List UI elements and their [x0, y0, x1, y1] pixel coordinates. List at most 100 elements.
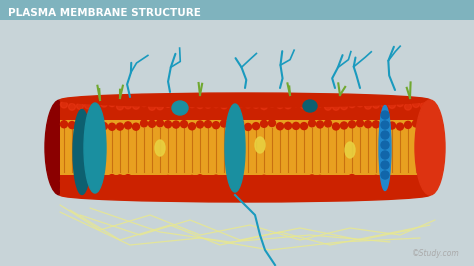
Circle shape	[237, 177, 244, 184]
Ellipse shape	[379, 106, 391, 190]
Circle shape	[340, 103, 347, 110]
Circle shape	[309, 100, 316, 107]
Circle shape	[148, 186, 155, 193]
FancyBboxPatch shape	[60, 175, 430, 195]
Circle shape	[245, 178, 252, 185]
Circle shape	[381, 171, 389, 179]
Circle shape	[181, 100, 188, 107]
Circle shape	[332, 103, 339, 110]
Circle shape	[348, 174, 356, 181]
Circle shape	[373, 121, 380, 128]
Circle shape	[365, 187, 372, 194]
Circle shape	[317, 121, 323, 128]
Circle shape	[84, 102, 91, 109]
Circle shape	[204, 101, 211, 108]
Circle shape	[404, 185, 411, 192]
Circle shape	[228, 178, 236, 185]
Circle shape	[245, 101, 252, 108]
Circle shape	[220, 185, 228, 192]
Circle shape	[117, 103, 124, 110]
Circle shape	[309, 100, 316, 107]
Circle shape	[140, 99, 147, 107]
Circle shape	[301, 102, 308, 109]
Circle shape	[381, 100, 388, 107]
Circle shape	[268, 100, 275, 107]
Circle shape	[173, 100, 180, 107]
Circle shape	[348, 101, 356, 108]
Circle shape	[125, 102, 131, 109]
Circle shape	[381, 151, 389, 159]
Circle shape	[100, 186, 108, 193]
Circle shape	[276, 102, 283, 109]
Ellipse shape	[60, 188, 430, 202]
Circle shape	[164, 100, 172, 107]
Circle shape	[164, 176, 172, 182]
Circle shape	[125, 122, 131, 129]
Circle shape	[197, 121, 203, 128]
Circle shape	[412, 188, 419, 195]
Circle shape	[69, 177, 75, 184]
Circle shape	[61, 177, 67, 185]
Ellipse shape	[415, 100, 445, 195]
Circle shape	[340, 122, 347, 129]
Circle shape	[309, 187, 316, 194]
Circle shape	[340, 103, 347, 110]
Circle shape	[381, 175, 388, 182]
Circle shape	[292, 185, 300, 192]
Circle shape	[228, 100, 236, 107]
Circle shape	[284, 102, 292, 109]
Circle shape	[381, 141, 389, 149]
Circle shape	[261, 175, 267, 182]
Circle shape	[92, 186, 100, 193]
Circle shape	[125, 174, 131, 182]
Circle shape	[284, 102, 292, 109]
Circle shape	[404, 103, 411, 110]
Circle shape	[396, 186, 403, 193]
Circle shape	[189, 188, 195, 196]
Circle shape	[204, 120, 211, 128]
Circle shape	[412, 177, 419, 184]
Circle shape	[404, 176, 411, 183]
Circle shape	[389, 185, 395, 192]
Circle shape	[212, 101, 219, 108]
Circle shape	[125, 187, 131, 194]
Ellipse shape	[45, 100, 75, 195]
Circle shape	[173, 176, 180, 183]
Circle shape	[253, 123, 259, 130]
Circle shape	[381, 100, 388, 107]
Circle shape	[317, 100, 323, 107]
Circle shape	[325, 176, 331, 183]
Circle shape	[69, 188, 75, 196]
FancyBboxPatch shape	[0, 0, 474, 20]
Circle shape	[212, 188, 219, 194]
Circle shape	[389, 176, 395, 183]
Circle shape	[117, 123, 124, 130]
Circle shape	[125, 102, 131, 109]
Circle shape	[356, 100, 364, 107]
Circle shape	[412, 101, 419, 107]
Text: ©Study.com: ©Study.com	[412, 249, 460, 258]
Circle shape	[92, 100, 100, 107]
Circle shape	[117, 103, 124, 110]
Circle shape	[148, 103, 155, 110]
Circle shape	[325, 103, 331, 110]
Circle shape	[197, 102, 203, 109]
Circle shape	[332, 103, 339, 110]
Circle shape	[100, 100, 108, 107]
Circle shape	[109, 174, 116, 182]
Circle shape	[356, 100, 364, 107]
Circle shape	[61, 121, 67, 128]
Circle shape	[332, 178, 339, 185]
Circle shape	[396, 100, 403, 107]
Circle shape	[268, 178, 275, 185]
Circle shape	[292, 100, 300, 107]
Circle shape	[301, 185, 308, 192]
Circle shape	[373, 175, 380, 182]
Circle shape	[212, 122, 219, 129]
Circle shape	[173, 185, 180, 192]
Circle shape	[381, 121, 389, 129]
Circle shape	[204, 176, 211, 183]
Circle shape	[253, 101, 259, 108]
Circle shape	[140, 99, 147, 107]
Circle shape	[356, 185, 364, 192]
